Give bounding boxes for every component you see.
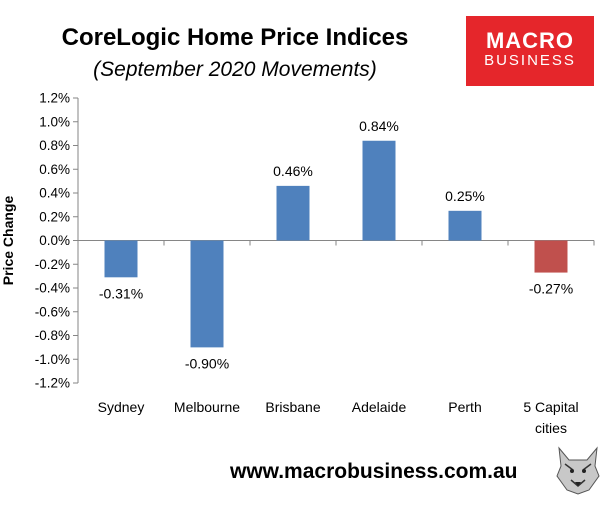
logo-line-2: BUSINESS bbox=[484, 52, 576, 69]
x-category-label: Melbourne bbox=[174, 399, 240, 415]
y-tick-label: 0.6% bbox=[39, 162, 70, 177]
data-label: 0.84% bbox=[359, 118, 399, 134]
y-tick-label: -0.2% bbox=[35, 257, 70, 272]
y-tick-label: -1.0% bbox=[35, 352, 70, 367]
bar bbox=[104, 240, 138, 278]
y-tick-label: -1.2% bbox=[35, 376, 70, 391]
y-tick-label: 1.0% bbox=[39, 114, 70, 129]
data-label: -0.90% bbox=[185, 355, 229, 371]
y-tick-label: -0.4% bbox=[35, 281, 70, 296]
y-tick-label: -0.8% bbox=[35, 328, 70, 343]
x-category-label: Sydney bbox=[98, 399, 145, 415]
data-label: 0.46% bbox=[273, 163, 313, 179]
y-axis-title: Price Change bbox=[0, 196, 16, 286]
logo-line-1: MACRO bbox=[485, 28, 575, 53]
x-category-label: 5 Capital bbox=[523, 399, 578, 415]
wolf-mascot-icon bbox=[553, 442, 603, 496]
data-label: -0.27% bbox=[529, 281, 573, 297]
x-category-label: cities bbox=[535, 420, 567, 436]
y-tick-label: 0.0% bbox=[39, 233, 70, 248]
chart-subtitle: (September 2020 Movements) bbox=[93, 58, 377, 81]
y-tick-label: 0.4% bbox=[39, 186, 70, 201]
macrobusiness-logo: MACRO BUSINESS bbox=[466, 16, 594, 86]
y-tick-label: 0.2% bbox=[39, 209, 70, 224]
y-tick-label: -0.6% bbox=[35, 304, 70, 319]
y-tick-label: 0.8% bbox=[39, 138, 70, 153]
chart-title: CoreLogic Home Price Indices bbox=[61, 24, 409, 51]
bar bbox=[362, 140, 396, 241]
bar bbox=[534, 240, 568, 273]
x-category-label: Adelaide bbox=[352, 399, 407, 415]
data-label: -0.31% bbox=[99, 285, 143, 301]
x-category-label: Brisbane bbox=[265, 399, 320, 415]
bar bbox=[448, 210, 482, 241]
bar bbox=[190, 240, 224, 348]
data-label: 0.25% bbox=[445, 188, 485, 204]
x-category-label: Perth bbox=[448, 399, 481, 415]
website-url: www.macrobusiness.com.au bbox=[230, 460, 518, 483]
bar bbox=[276, 185, 310, 241]
y-tick-label: 1.2% bbox=[39, 91, 70, 106]
